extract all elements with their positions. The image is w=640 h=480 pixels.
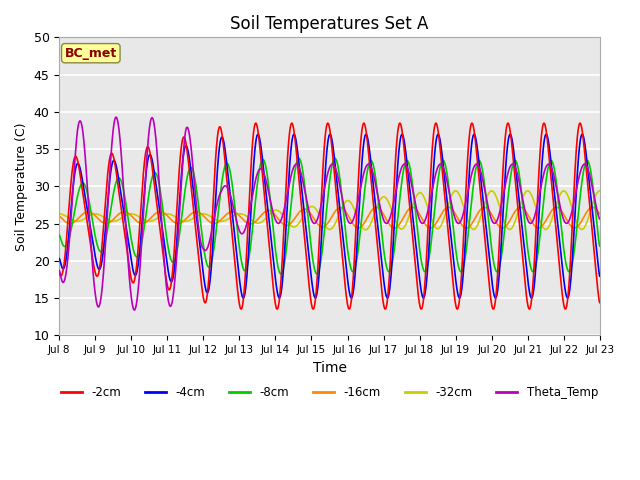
Theta_Temp	[56, 268, 63, 274]
-8cm	[286, 211, 294, 216]
-4cm	[263, 196, 271, 202]
-16cm	[149, 213, 157, 218]
Theta_Temp	[117, 149, 125, 155]
-4cm	[398, 132, 406, 137]
-4cm	[586, 182, 593, 188]
Theta_Temp	[586, 171, 593, 177]
Theta_Temp	[596, 216, 604, 222]
-8cm	[295, 156, 303, 161]
-32cm	[117, 216, 125, 221]
-4cm	[149, 161, 157, 167]
Theta_Temp	[263, 181, 271, 187]
Line: Theta_Temp: Theta_Temp	[60, 117, 600, 310]
-32cm	[262, 215, 270, 220]
Y-axis label: Soil Temperature (C): Soil Temperature (C)	[15, 122, 28, 251]
-32cm	[527, 192, 535, 197]
-2cm	[286, 125, 294, 131]
-2cm	[263, 216, 271, 221]
-2cm	[237, 306, 245, 312]
-16cm	[117, 210, 125, 216]
-2cm	[586, 201, 593, 206]
-2cm	[117, 204, 125, 209]
-8cm	[262, 168, 270, 173]
Theta_Temp	[131, 307, 138, 313]
Legend: -2cm, -4cm, -8cm, -16cm, -32cm, Theta_Temp: -2cm, -4cm, -8cm, -16cm, -32cm, Theta_Te…	[56, 382, 603, 404]
-8cm	[149, 172, 157, 178]
Theta_Temp	[527, 220, 535, 226]
-8cm	[117, 178, 125, 183]
-16cm	[596, 211, 604, 216]
-8cm	[277, 271, 285, 277]
Text: BC_met: BC_met	[65, 47, 117, 60]
-32cm	[149, 218, 157, 224]
-16cm	[589, 204, 596, 210]
-16cm	[527, 217, 535, 223]
Title: Soil Temperatures Set A: Soil Temperatures Set A	[230, 15, 429, 33]
-8cm	[527, 266, 535, 272]
Line: -2cm: -2cm	[60, 123, 600, 309]
-32cm	[596, 188, 604, 194]
Line: -4cm: -4cm	[60, 134, 600, 298]
-32cm	[362, 227, 369, 233]
Theta_Temp	[287, 176, 294, 182]
Theta_Temp	[150, 118, 157, 123]
Theta_Temp	[112, 114, 120, 120]
-2cm	[56, 271, 63, 277]
-8cm	[56, 232, 63, 238]
-4cm	[596, 273, 604, 279]
-2cm	[149, 170, 157, 176]
-16cm	[571, 225, 579, 231]
-4cm	[56, 256, 63, 262]
X-axis label: Time: Time	[312, 360, 346, 374]
-2cm	[396, 120, 404, 126]
-16cm	[262, 208, 270, 214]
Line: -32cm: -32cm	[60, 191, 600, 230]
-32cm	[586, 212, 593, 218]
-8cm	[586, 162, 593, 168]
-4cm	[527, 295, 535, 300]
-32cm	[286, 222, 294, 228]
-2cm	[596, 300, 604, 305]
-32cm	[56, 211, 63, 217]
-4cm	[239, 295, 247, 301]
-2cm	[527, 300, 535, 305]
-16cm	[286, 221, 294, 227]
-16cm	[586, 206, 593, 212]
Line: -8cm: -8cm	[60, 158, 600, 274]
-8cm	[596, 243, 604, 249]
-4cm	[286, 156, 294, 162]
Line: -16cm: -16cm	[60, 207, 600, 228]
-4cm	[117, 191, 125, 196]
-16cm	[56, 213, 63, 219]
